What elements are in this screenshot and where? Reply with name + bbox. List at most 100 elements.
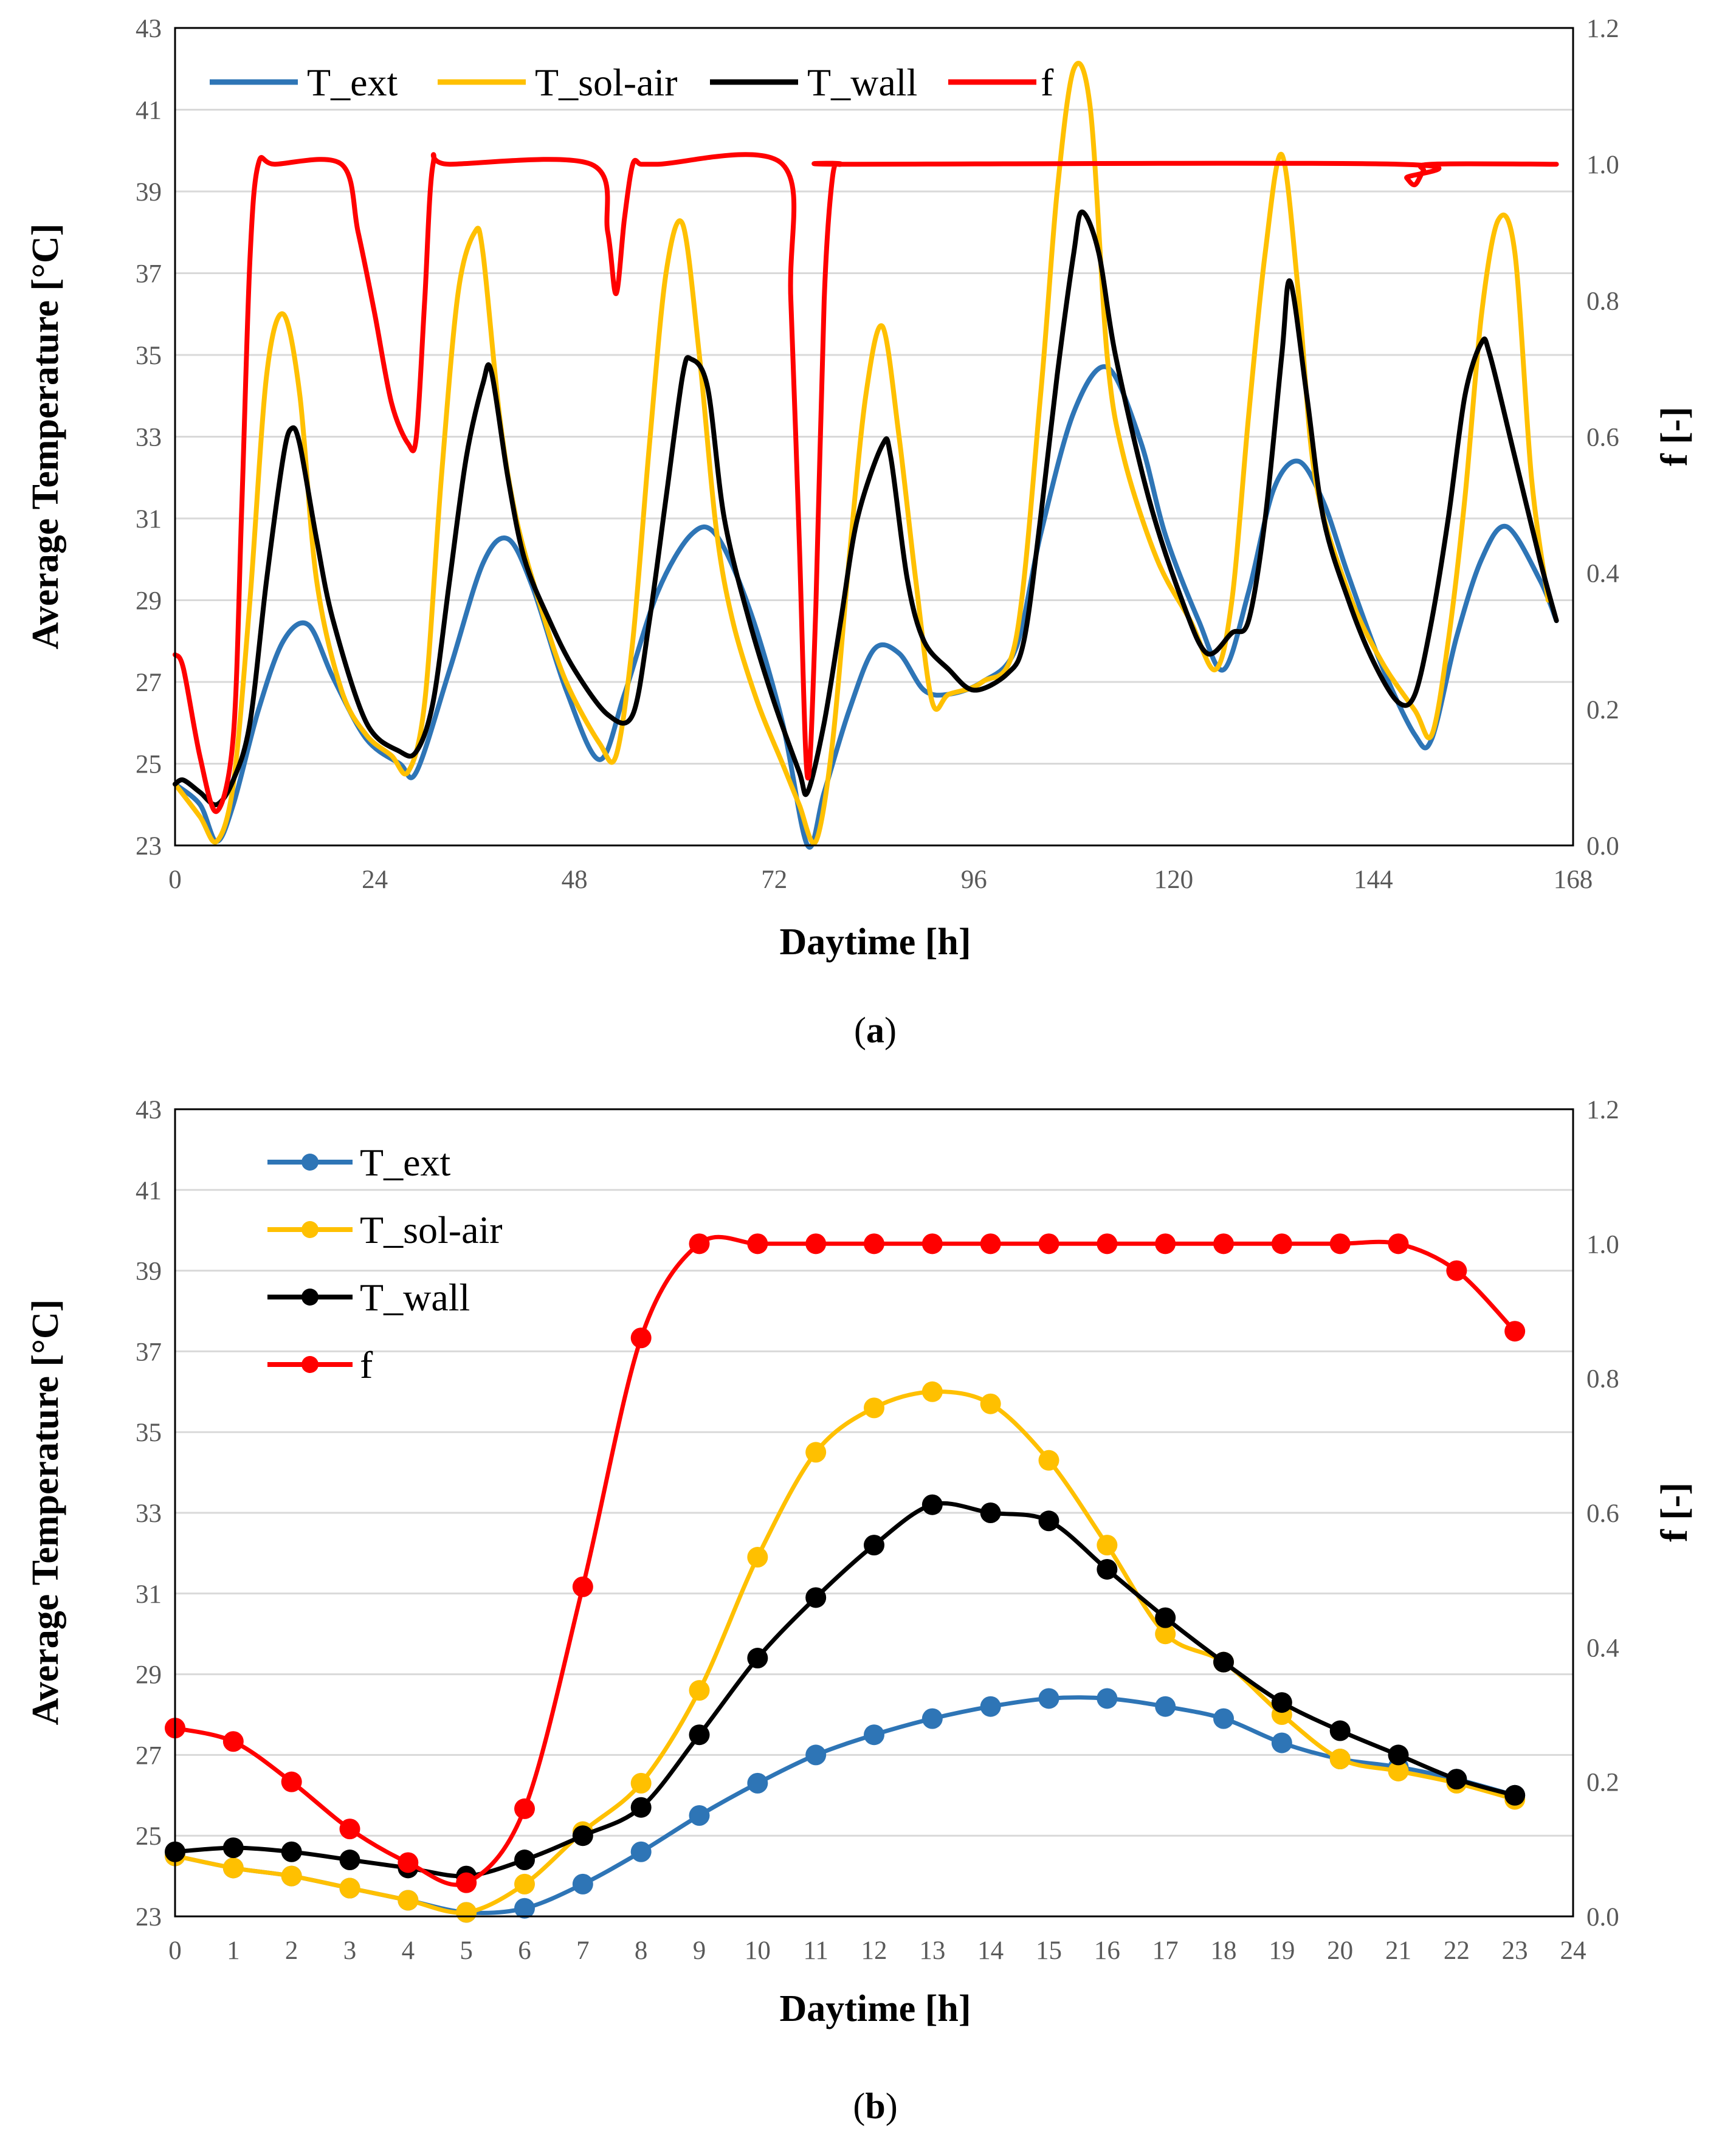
x-tick-label: 48 (562, 866, 588, 894)
x-tick-label: 15 (1036, 1936, 1062, 1965)
y-axis-title-b: Average Temperature [°C] (25, 1299, 66, 1726)
x-tick-label: 12 (861, 1936, 887, 1965)
x-tick-label: 5 (460, 1936, 473, 1965)
x-tick-label: 23 (1502, 1936, 1528, 1965)
data-point-t-sol-air (630, 1772, 652, 1794)
legend-item-t-sol-air: T_sol-air (438, 61, 678, 104)
data-point-t-ext (514, 1898, 535, 1919)
y-tick-label: 29 (136, 587, 162, 616)
data-point-f (398, 1852, 419, 1873)
legend-item-f-b: f (267, 1343, 373, 1386)
data-point-f (1155, 1233, 1176, 1254)
data-point-t-sol-air (805, 1442, 827, 1463)
x-tick-label: 18 (1211, 1936, 1237, 1965)
legend-a: T_ext T_sol-air T_wall f (210, 61, 1054, 104)
legend-b: T_ext T_sol-air T_wall f (267, 1141, 503, 1386)
y-axis-ticks-a: 23 25 27 29 31 33 35 37 39 41 43 (136, 15, 162, 861)
y2-tick-label: 0.4 (1586, 1634, 1619, 1662)
data-point-f (1446, 1260, 1467, 1281)
data-point-f (864, 1233, 884, 1254)
data-point-t-sol-air (514, 1873, 535, 1895)
data-point-t-sol-air (747, 1547, 768, 1568)
x-tick-label: 16 (1094, 1936, 1120, 1965)
y2-axis-title-a: f [-] (1654, 407, 1695, 466)
y-tick-label: 33 (136, 424, 162, 452)
data-point-f (805, 1233, 827, 1254)
series-f (173, 152, 1559, 814)
y2-tick-label: 1.0 (1586, 1230, 1619, 1259)
data-point-t-wall (630, 1797, 652, 1818)
x-tick-label: 0 (168, 1936, 182, 1965)
y-tick-label: 35 (136, 342, 162, 370)
x-tick-label: 11 (803, 1936, 828, 1965)
series-line-f (173, 152, 1559, 814)
legend-item-t-wall-b: T_wall (267, 1276, 470, 1319)
data-point-t-ext (747, 1772, 768, 1794)
x-tick-label: 17 (1152, 1936, 1179, 1965)
data-point-t-wall (1504, 1784, 1526, 1806)
x-axis-ticks-a: 0 24 48 72 96 120 144 168 (168, 866, 1593, 894)
legend-label-t-sol-air-b: T_sol-air (360, 1208, 503, 1251)
gridlines-a (175, 109, 1573, 765)
data-point-t-wall (1038, 1510, 1059, 1532)
data-point-t-sol-air (689, 1680, 710, 1701)
y-tick-label: 41 (136, 97, 162, 125)
data-point-t-sol-air (1388, 1760, 1409, 1781)
data-point-t-sol-air (1329, 1749, 1351, 1770)
y2-tick-label: 0.2 (1586, 1769, 1619, 1797)
data-point-t-wall (747, 1648, 768, 1669)
y-tick-label: 43 (136, 15, 162, 43)
data-point-t-ext (864, 1724, 884, 1746)
y-tick-label: 43 (136, 1096, 162, 1124)
data-point-t-wall (1329, 1720, 1351, 1741)
y2-tick-label: 1.0 (1586, 151, 1619, 179)
y-tick-label: 35 (136, 1419, 162, 1447)
x-tick-label: 20 (1327, 1936, 1353, 1965)
series-line-t-wall (173, 1501, 1517, 1879)
series-line-t-wall (173, 209, 1559, 808)
y2-tick-label: 0.2 (1586, 696, 1619, 724)
x-tick-label: 13 (919, 1936, 945, 1965)
y-tick-label: 39 (136, 1258, 162, 1286)
data-point-f (980, 1233, 1001, 1254)
y2-axis-ticks-b: 0.0 0.2 0.4 0.6 0.8 1.0 1.2 (1586, 1096, 1619, 1932)
data-point-t-wall (1155, 1607, 1176, 1628)
data-point-t-wall (864, 1535, 884, 1556)
series-b (165, 1233, 1526, 1923)
legend-marker-t-ext-b (301, 1154, 319, 1171)
data-point-t-wall (222, 1837, 244, 1859)
data-point-t-ext (1038, 1688, 1059, 1709)
y-tick-label: 39 (136, 178, 162, 207)
x-tick-label: 4 (402, 1936, 415, 1965)
series-t-wall (165, 1494, 1526, 1887)
series-line-t-sol-air (173, 1389, 1517, 1915)
series-t-sol-air (173, 61, 1551, 846)
data-point-t-sol-air (921, 1381, 943, 1402)
series-t-sol-air (165, 1381, 1526, 1923)
data-point-t-wall (689, 1724, 710, 1746)
data-point-t-wall (805, 1587, 827, 1608)
data-point-f (281, 1771, 302, 1792)
x-tick-label: 10 (745, 1936, 771, 1965)
data-point-t-ext (805, 1744, 827, 1766)
y2-tick-label: 0.4 (1586, 560, 1619, 588)
data-point-t-ext (980, 1696, 1001, 1717)
data-point-t-sol-air (980, 1393, 1001, 1414)
series-line-f (173, 1234, 1517, 1887)
data-point-f (1504, 1321, 1526, 1342)
data-point-t-wall (1097, 1558, 1118, 1580)
x-tick-label: 96 (961, 866, 987, 894)
data-point-f (572, 1576, 593, 1597)
y-tick-label: 27 (136, 669, 162, 697)
data-point-t-sol-air (1155, 1623, 1176, 1645)
data-point-t-wall (1271, 1692, 1292, 1713)
data-point-f (921, 1233, 943, 1254)
x-tick-label: 6 (518, 1936, 531, 1965)
y-axis-title-a: Average Temperature [°C] (25, 224, 66, 650)
legend-item-f: f (948, 61, 1054, 104)
data-point-t-sol-air (222, 1857, 244, 1879)
data-point-f (1097, 1233, 1118, 1254)
plot-frame-b (174, 1108, 1574, 1918)
x-tick-label: 24 (362, 866, 388, 894)
